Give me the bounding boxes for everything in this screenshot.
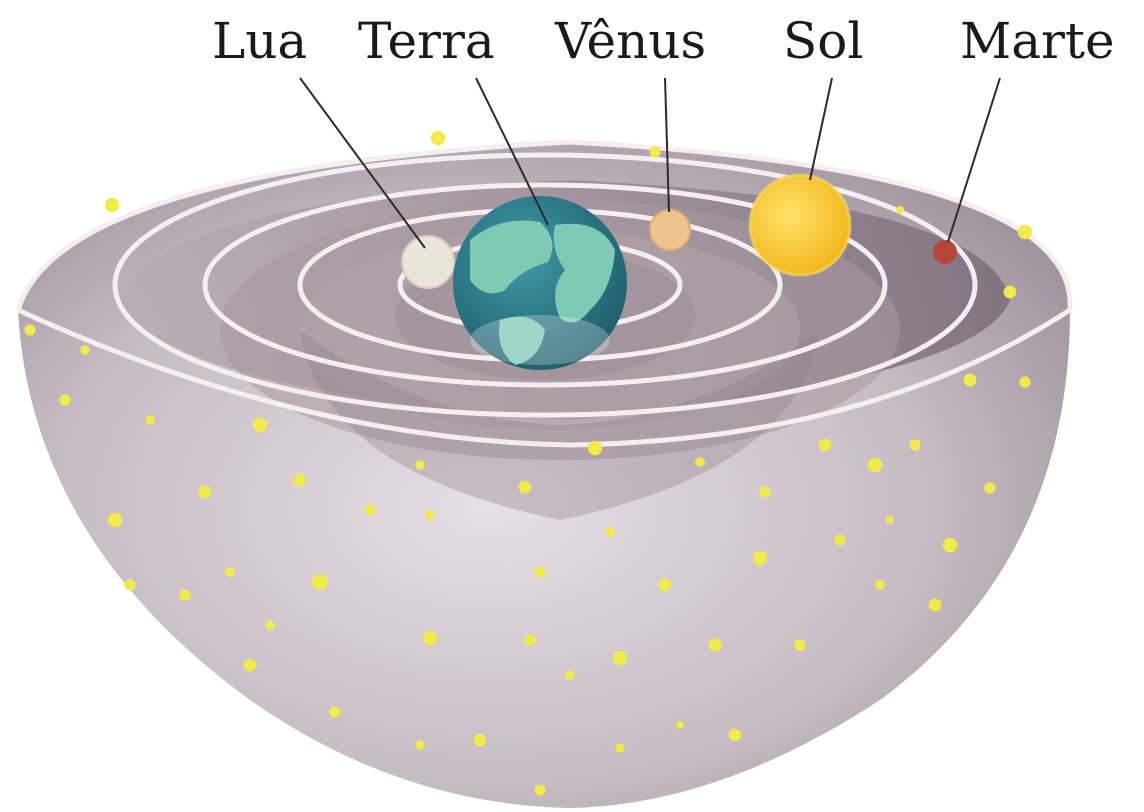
star-icon: [243, 658, 257, 672]
star-icon: [415, 740, 425, 750]
label-terra: Terra: [358, 12, 495, 70]
star-icon: [676, 721, 684, 729]
star-icon: [942, 537, 958, 553]
star-field: [24, 130, 1033, 796]
orbit-ring-outer: [16, 307, 1072, 448]
star-icon: [1003, 285, 1017, 299]
star-icon: [364, 504, 376, 516]
leader-venus: [664, 77, 670, 213]
sun-icon: [748, 173, 852, 277]
star-icon: [124, 579, 136, 591]
star-icon: [534, 566, 546, 578]
leader-lines: [299, 77, 1001, 249]
star-icon: [818, 438, 832, 452]
star-icon: [145, 415, 155, 425]
star-icon: [430, 130, 446, 146]
star-icon: [524, 634, 536, 646]
star-icon: [518, 480, 532, 494]
star-icon: [473, 733, 487, 747]
mars-icon: [933, 240, 957, 264]
star-icon: [834, 534, 846, 546]
star-icon: [225, 567, 235, 577]
star-icon: [293, 473, 307, 487]
inner-bowl-depth: [300, 330, 820, 520]
star-icon: [425, 510, 435, 520]
leader-lua: [299, 77, 426, 249]
star-icon: [658, 578, 672, 592]
leader-terra: [475, 77, 549, 226]
star-icon: [265, 620, 275, 630]
star-icon: [896, 206, 904, 214]
star-icon: [534, 784, 546, 796]
celestial-bodies: [401, 173, 957, 370]
star-icon: [886, 516, 894, 524]
star-icon: [329, 706, 341, 718]
earth-icon: [453, 196, 627, 370]
star-icon: [867, 457, 883, 473]
star-icon: [59, 394, 71, 406]
leader-sol: [809, 77, 833, 181]
star-icon: [24, 324, 36, 336]
label-venus: Vênus: [554, 12, 706, 70]
star-icon: [612, 650, 628, 666]
star-icon: [565, 670, 575, 680]
star-icon: [104, 197, 120, 213]
star-icon: [252, 417, 268, 433]
orbit-ring-mars: [112, 152, 978, 418]
label-lua: Lua: [212, 12, 307, 70]
star-icon: [415, 460, 425, 470]
star-icon: [605, 527, 615, 537]
label-marte: Marte: [960, 12, 1115, 70]
star-icon: [928, 598, 942, 612]
star-icon: [794, 639, 806, 651]
orbit-ring-sun: [202, 182, 888, 388]
star-icon: [708, 638, 722, 652]
star-icon: [649, 146, 661, 158]
label-sol: Sol: [783, 12, 863, 70]
labels: Lua Terra Vênus Sol Marte: [212, 12, 1115, 70]
star-icon: [615, 743, 625, 753]
star-icon: [107, 512, 123, 528]
star-icon: [759, 486, 771, 498]
star-icon: [752, 550, 768, 566]
star-icon: [963, 373, 977, 387]
star-icon: [80, 345, 90, 355]
star-icon: [984, 482, 996, 494]
moon-icon: [401, 235, 455, 289]
star-icon: [422, 630, 438, 646]
star-icon: [1019, 376, 1031, 388]
leader-marte: [947, 77, 1001, 243]
star-icon: [179, 589, 191, 601]
star-icon: [198, 485, 212, 499]
star-icon: [875, 580, 885, 590]
star-icon: [1017, 224, 1033, 240]
star-icon: [695, 457, 705, 467]
star-icon: [312, 574, 328, 590]
star-icon: [728, 728, 742, 742]
venus-icon: [649, 209, 691, 251]
star-icon: [587, 440, 603, 456]
star-icon: [909, 439, 921, 451]
